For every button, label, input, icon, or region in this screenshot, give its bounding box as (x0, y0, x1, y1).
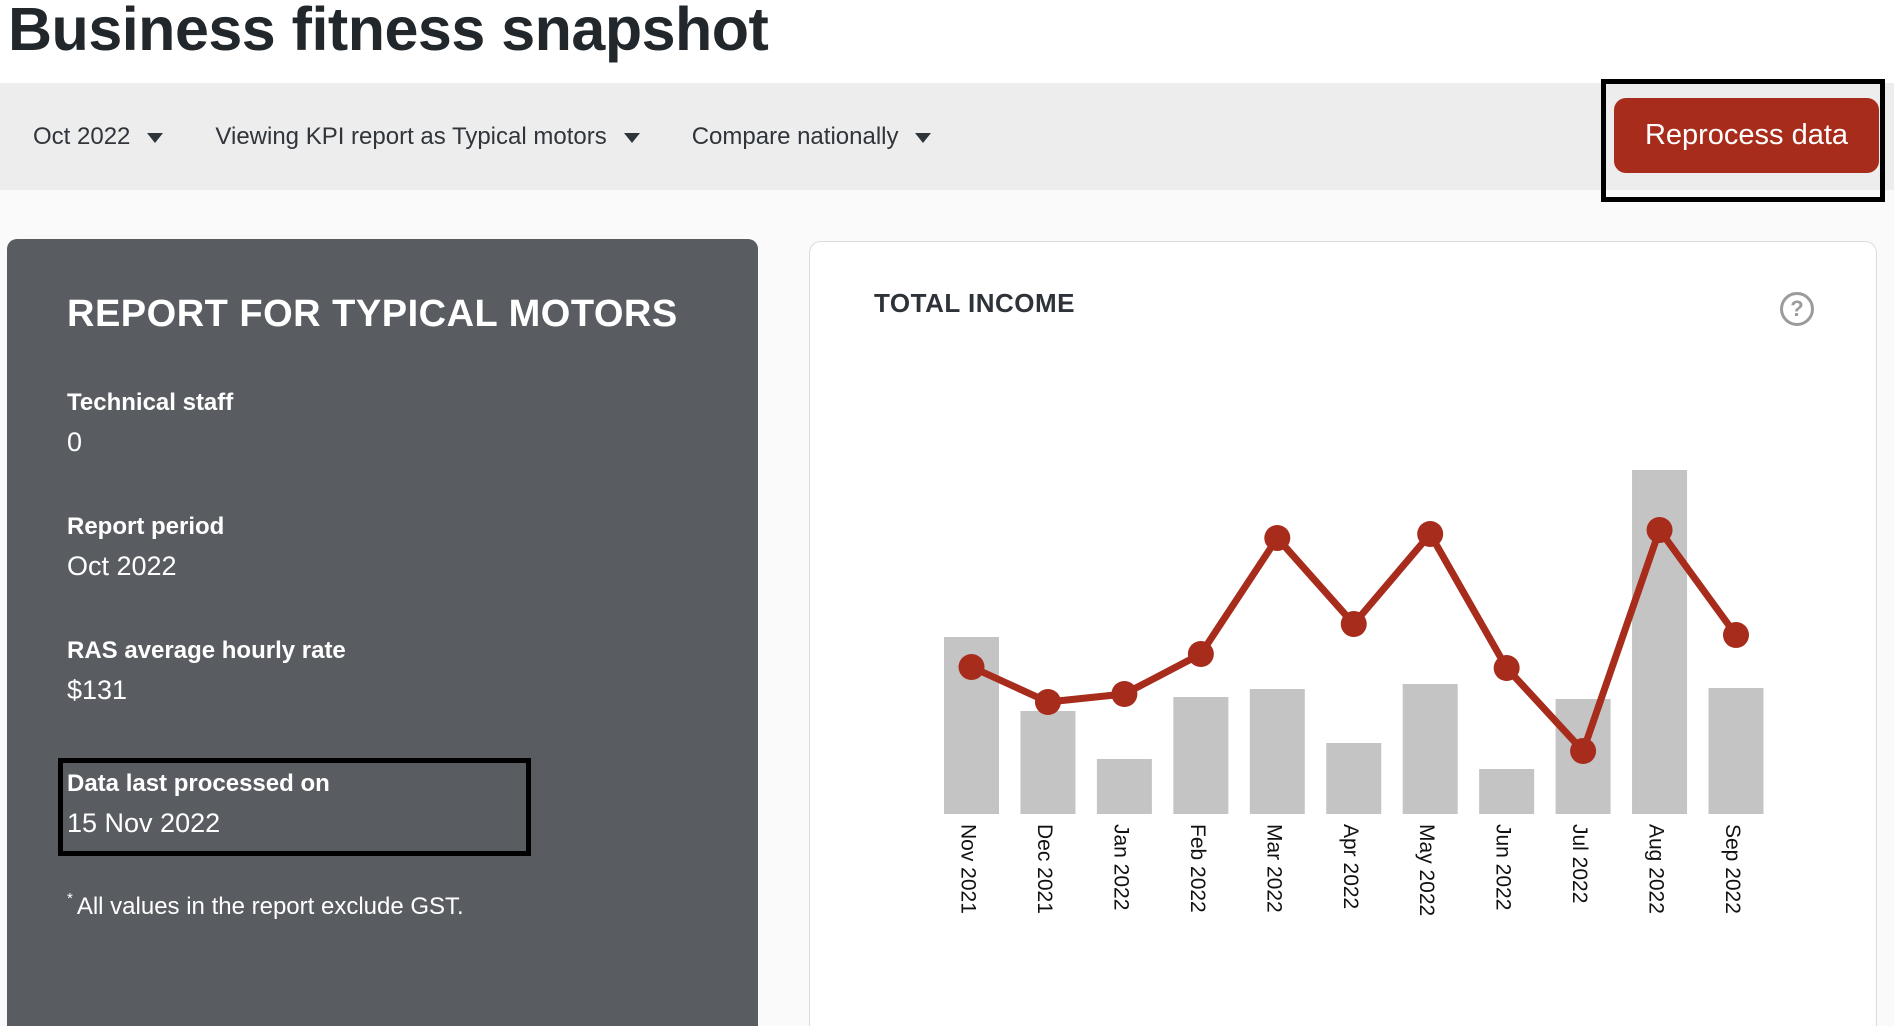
field-data-last-processed annotation-box: Data last processed on 15 Nov 2022 (58, 758, 531, 856)
x-axis-label: Feb 2022 (1186, 824, 1209, 913)
x-axis-label: Apr 2022 (1339, 824, 1362, 909)
x-axis-label: Dec 2021 (1033, 824, 1056, 914)
viewing-as-dropdown-label: Viewing KPI report as Typical motors (215, 122, 607, 150)
viewing-as-dropdown[interactable]: Viewing KPI report as Typical motors (215, 122, 640, 151)
trend-point (1723, 622, 1749, 648)
trend-point (1111, 681, 1138, 707)
trend-point (1264, 525, 1291, 551)
report-heading: REPORT FOR TYPICAL MOTORS (67, 293, 678, 335)
trend-point (1187, 641, 1214, 667)
trend-point (1417, 521, 1444, 547)
annotation-box-reprocess (1601, 79, 1885, 202)
reprocess-data-button[interactable]: Reprocess data (1614, 98, 1879, 173)
income-bar (1402, 684, 1458, 814)
x-axis-label: Aug 2022 (1645, 824, 1668, 914)
help-icon[interactable]: ? (1780, 292, 1814, 326)
field-report-period: Report period Oct 2022 (67, 510, 718, 588)
chevron-down-icon (915, 133, 932, 143)
trend-point (1493, 655, 1520, 681)
trend-point (1340, 611, 1367, 637)
report-summary-panel: REPORT FOR TYPICAL MOTORS Technical staf… (7, 239, 758, 1026)
field-value: 15 Nov 2022 (67, 808, 221, 838)
field-label: Report period (67, 513, 225, 540)
field-value: $131 (67, 675, 128, 705)
field-technical-staff: Technical staff 0 (67, 386, 718, 464)
field-value: Oct 2022 (67, 551, 177, 581)
x-axis-label: Sep 2022 (1721, 824, 1744, 914)
toolbar: Oct 2022 Viewing KPI report as Typical m… (0, 83, 1894, 190)
field-label: Data last processed on (67, 770, 330, 797)
trend-line (970, 526, 1739, 755)
income-bar (1173, 697, 1229, 814)
chevron-down-icon (623, 133, 640, 143)
x-axis-label: Mar 2022 (1262, 824, 1285, 913)
compare-dropdown-label: Compare nationally (691, 122, 899, 150)
x-axis-label: May 2022 (1415, 824, 1438, 916)
field-label: Technical staff (67, 389, 234, 416)
income-bar (1096, 759, 1152, 814)
income-bar (1479, 769, 1535, 814)
header: Business fitness snapshot (0, 0, 1894, 83)
trend-point (1570, 738, 1597, 764)
x-axis-label: Jan 2022 (1109, 824, 1132, 910)
field-label: RAS average hourly rate (67, 637, 346, 664)
report-period-dropdown-label: Oct 2022 (33, 122, 131, 150)
report-period-dropdown[interactable]: Oct 2022 (33, 122, 164, 151)
compare-dropdown[interactable]: Compare nationally (692, 123, 932, 151)
income-bar (1708, 688, 1764, 814)
trend-point (1034, 689, 1061, 715)
total-income-card: TOTAL INCOME ? Nov 2021 Dec 2021 Jan 2022 F… (809, 241, 1877, 1026)
total-income-chart: Nov 2021 Dec 2021 Jan 2022 Feb 2022 Mar 2022… (944, 470, 1764, 916)
chevron-down-icon (147, 133, 164, 143)
trend-point (958, 654, 985, 680)
x-axis-label: Jun 2022 (1492, 824, 1515, 910)
x-axis-label: Jul 2022 (1568, 824, 1591, 903)
income-bar (1326, 743, 1382, 814)
chart-title: TOTAL INCOME (874, 288, 1075, 318)
x-axis-label: Nov 2021 (957, 824, 980, 914)
income-bar (1020, 711, 1076, 814)
trend-point (1646, 517, 1673, 543)
footnote-asterisk: * (67, 890, 73, 907)
page-title: Business fitness snapshot (8, 0, 769, 63)
income-bar (1249, 689, 1305, 814)
field-ras-hourly-rate: RAS average hourly rate $131 (67, 634, 718, 712)
footnote-text: All values in the report exclude GST. (76, 893, 464, 920)
field-value: 0 (67, 427, 83, 457)
gst-footnote: * All values in the report exclude GST. (67, 890, 718, 921)
